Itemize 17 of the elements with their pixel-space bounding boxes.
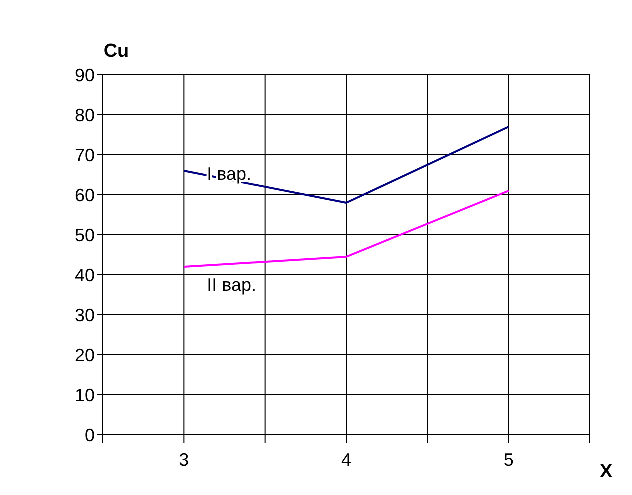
series-label: I вар. bbox=[207, 164, 252, 184]
y-tick-label: 90 bbox=[74, 65, 95, 86]
x-tick-label: 5 bbox=[504, 450, 514, 470]
x-tick-label: 4 bbox=[341, 450, 352, 470]
series-label: II вар. bbox=[207, 275, 257, 295]
y-tick-label: 70 bbox=[74, 145, 95, 166]
y-tick-label: 30 bbox=[74, 305, 95, 326]
y-tick-label: 40 bbox=[74, 265, 95, 286]
y-tick-label: 50 bbox=[74, 225, 95, 246]
y-axis-title: Cu bbox=[104, 41, 130, 62]
y-tick-label: 60 bbox=[74, 185, 95, 206]
x-tick-label: 3 bbox=[179, 450, 190, 470]
x-axis-title: X bbox=[600, 462, 613, 483]
y-tick-label: 0 bbox=[84, 425, 95, 446]
y-tick-label: 80 bbox=[74, 105, 95, 126]
y-tick-label: 20 bbox=[74, 345, 95, 366]
y-tick-label: 10 bbox=[74, 385, 95, 406]
